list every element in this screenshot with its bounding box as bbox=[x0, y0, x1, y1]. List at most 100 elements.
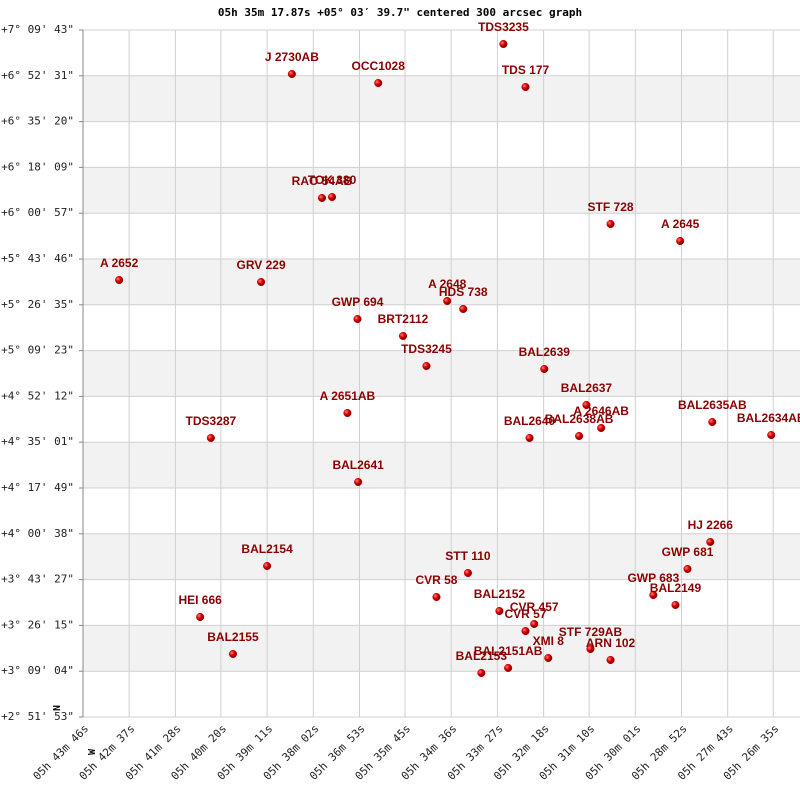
point bbox=[671, 600, 680, 610]
point-label: CVR 457 bbox=[510, 600, 559, 614]
y-tick-label: +3° 09' 04" bbox=[1, 664, 74, 677]
grid-band bbox=[83, 533, 800, 580]
point bbox=[354, 477, 363, 487]
point-label: TDS 177 bbox=[502, 63, 550, 77]
y-tick-label: +4° 35' 01" bbox=[1, 435, 74, 448]
y-tick-label: +5° 09' 23" bbox=[1, 344, 74, 357]
point-label: J 2730AB bbox=[265, 50, 319, 64]
point-label: GWP 694 bbox=[332, 295, 384, 309]
y-tick-label: +6° 52' 31" bbox=[1, 69, 74, 82]
point-label: TOK 380 bbox=[308, 173, 357, 187]
point bbox=[257, 277, 266, 287]
point bbox=[606, 219, 615, 229]
point-label: GRV 229 bbox=[237, 258, 286, 272]
point bbox=[582, 400, 591, 410]
point bbox=[228, 649, 238, 659]
compass-west: W bbox=[87, 748, 98, 755]
point bbox=[683, 564, 692, 574]
point-label: BRT2112 bbox=[378, 312, 429, 326]
point bbox=[432, 592, 441, 602]
point bbox=[504, 663, 513, 673]
point-label: BAL2152 bbox=[474, 587, 526, 601]
y-tick-label: +7° 09' 43" bbox=[1, 23, 74, 36]
point bbox=[317, 193, 327, 203]
grid-band bbox=[83, 259, 800, 305]
point-label: A 2648 bbox=[428, 277, 467, 291]
point-label: RAO 54AB bbox=[292, 174, 353, 188]
point bbox=[521, 626, 530, 636]
compass-north: N bbox=[52, 705, 63, 711]
point bbox=[544, 653, 553, 663]
point-label: A 2646AB bbox=[573, 404, 629, 418]
point-label: BAL2635AB bbox=[678, 398, 747, 412]
point bbox=[353, 314, 362, 324]
point-label: BAL2638AB bbox=[545, 412, 614, 426]
point-label: TDS3245 bbox=[401, 342, 452, 356]
point-label: CVR 57 bbox=[505, 607, 547, 621]
point bbox=[327, 192, 337, 202]
y-tick-label: +6° 35' 20" bbox=[1, 115, 74, 128]
point-label: ARN 102 bbox=[586, 636, 636, 650]
y-tick-label: +6° 18' 09" bbox=[1, 160, 74, 173]
point-label: BAL2637 bbox=[561, 381, 613, 395]
chart-title: 05h 35m 17.87s +05° 03′ 39.7" centered 3… bbox=[218, 6, 582, 19]
point bbox=[606, 655, 615, 665]
point-label: CVR 58 bbox=[415, 573, 457, 587]
y-tick-label: +6° 00' 57" bbox=[1, 206, 74, 219]
point bbox=[443, 296, 452, 306]
point-label: TDS3235 bbox=[478, 20, 529, 34]
grid-band bbox=[83, 442, 800, 488]
point-label: BAL2640 bbox=[504, 414, 556, 428]
point bbox=[499, 39, 508, 49]
grid-band bbox=[83, 625, 800, 672]
y-tick-label: +4° 52' 12" bbox=[1, 389, 74, 402]
point bbox=[463, 568, 472, 578]
point-label: STT 110 bbox=[445, 549, 491, 563]
grid-band bbox=[83, 350, 800, 397]
grid-band bbox=[83, 75, 800, 122]
point bbox=[263, 561, 272, 571]
point bbox=[477, 668, 486, 678]
point bbox=[398, 331, 408, 341]
point-label: A 2651AB bbox=[320, 389, 376, 403]
y-tick-label: +5° 26' 35" bbox=[1, 298, 74, 311]
point-label: A 2645 bbox=[661, 217, 700, 231]
point bbox=[530, 619, 539, 629]
point-label: XMI 8 bbox=[533, 634, 565, 648]
point-label: BAL2639 bbox=[519, 345, 571, 359]
point bbox=[422, 361, 431, 371]
y-tick-label: +3° 26' 15" bbox=[1, 618, 74, 631]
point-label: BAL2641 bbox=[332, 458, 384, 472]
point-label: HJ 2266 bbox=[688, 518, 734, 532]
y-tick-label: +3° 43' 27" bbox=[1, 573, 74, 586]
point-label: BAL2151AB bbox=[474, 644, 543, 658]
point-label: TDS3287 bbox=[186, 414, 237, 428]
point-label: BAL2154 bbox=[241, 542, 293, 556]
point-label: BAL2634AB bbox=[737, 411, 800, 425]
point bbox=[196, 612, 205, 622]
point-label: HDS 738 bbox=[439, 285, 488, 299]
point-label: BAL2153 bbox=[456, 649, 508, 663]
point bbox=[521, 82, 530, 92]
point bbox=[374, 78, 383, 88]
point bbox=[575, 431, 584, 441]
y-tick-label: +4° 17' 49" bbox=[1, 481, 74, 494]
point bbox=[495, 606, 504, 616]
point bbox=[649, 590, 658, 600]
point bbox=[586, 644, 595, 654]
point bbox=[459, 304, 468, 314]
point bbox=[540, 364, 549, 374]
point-label: A 2652 bbox=[100, 256, 139, 270]
y-tick-label: +5° 43' 46" bbox=[1, 252, 74, 265]
point bbox=[676, 236, 685, 246]
point-label: STF 728 bbox=[588, 200, 634, 214]
point-label: BAL2155 bbox=[207, 630, 259, 644]
point-label: BAL2149 bbox=[650, 581, 702, 595]
point bbox=[206, 433, 215, 443]
point bbox=[767, 430, 776, 440]
point bbox=[287, 69, 296, 79]
point-label: GWP 683 bbox=[627, 571, 679, 585]
y-tick-label: +4° 00' 38" bbox=[1, 527, 74, 540]
point-label: STF 729AB bbox=[559, 625, 623, 639]
